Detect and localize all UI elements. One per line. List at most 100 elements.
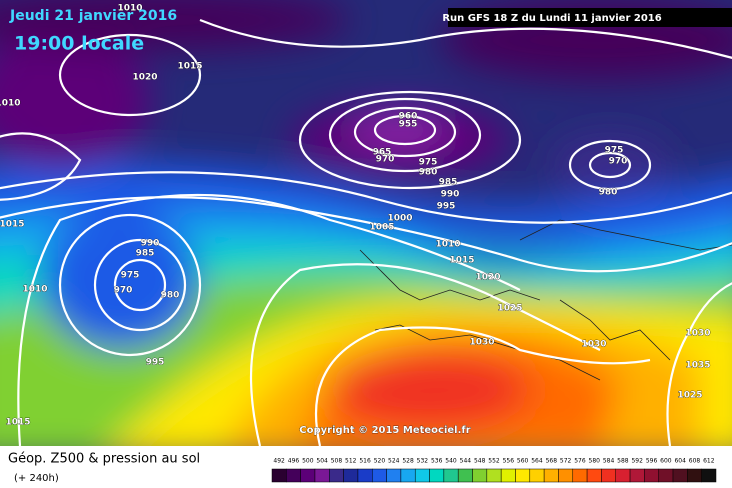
- color-scale: 492 496 500 504 508 512 516 520 524 528 532 536 540 5…: [271, 458, 717, 483]
- isobar-label: 975: [121, 271, 140, 281]
- scale-swatch: [658, 468, 674, 483]
- scale-label: 572: [560, 458, 572, 465]
- run-box: [448, 8, 732, 27]
- isobar-label: 1010: [0, 99, 21, 109]
- scale-label: 544: [460, 458, 472, 465]
- scale-label: 600: [660, 458, 672, 465]
- scale-label: 516: [359, 458, 371, 465]
- scale-label: 540: [445, 458, 457, 465]
- scale-swatch: [472, 468, 488, 483]
- isobar-label: 995: [146, 358, 165, 368]
- scale-label: 612: [703, 458, 715, 465]
- scale-swatch: [615, 468, 631, 483]
- scale-swatch: [343, 468, 359, 483]
- scale-swatch: [486, 468, 502, 483]
- scale-swatch: [672, 468, 688, 483]
- isobar-label: 970: [376, 155, 395, 165]
- scale-label: 512: [345, 458, 357, 465]
- scale-label: 596: [646, 458, 658, 465]
- scale-label: 608: [689, 458, 701, 465]
- isobar-label: 965: [373, 148, 392, 158]
- isobar-label: 1015: [0, 220, 25, 230]
- scale-swatch: [286, 468, 301, 483]
- scale-swatch: [300, 468, 316, 483]
- time: 19:00 locale: [14, 33, 144, 55]
- scale-label: 532: [417, 458, 429, 465]
- isobar-label: 1030: [581, 340, 606, 350]
- scale-swatch: [701, 468, 717, 483]
- isobar-label: 975: [419, 158, 438, 168]
- scale-label: 604: [674, 458, 686, 465]
- date: Jeudi 21 janvier 2016: [9, 8, 177, 24]
- footer-title: Géop. Z500 & pression au sol: [8, 452, 200, 467]
- scale-label: 496: [288, 458, 300, 465]
- scale-label: 556: [503, 458, 515, 465]
- scale-label: 552: [488, 458, 500, 465]
- scale-label: 580: [589, 458, 601, 465]
- scale-label: 548: [474, 458, 486, 465]
- scale-label: 576: [574, 458, 586, 465]
- scale-swatch: [400, 468, 416, 483]
- scale-swatch: [558, 468, 574, 483]
- scale-swatch: [529, 468, 545, 483]
- scale-swatch: [314, 468, 330, 483]
- scale-label: 508: [331, 458, 343, 465]
- isobar-label: 1035: [685, 361, 710, 371]
- scale-swatch: [414, 468, 430, 483]
- isobar-label: 1020: [475, 273, 500, 283]
- scale-swatch: [357, 468, 373, 483]
- scale-label: 536: [431, 458, 443, 465]
- copyright: Copyright © 2015 Meteociel.fr: [299, 425, 470, 436]
- scale-label: 568: [546, 458, 558, 465]
- run-info: Run GFS 18 Z du Lundi 11 janvier 2016: [442, 13, 661, 24]
- scale-swatch: [500, 468, 516, 483]
- isobar-label: 1015: [5, 418, 30, 428]
- isobar-label: 1010: [435, 240, 460, 250]
- scale-swatch: [629, 468, 645, 483]
- scale-swatch: [386, 468, 402, 483]
- scale-label: 520: [374, 458, 386, 465]
- scale-label: 564: [531, 458, 543, 465]
- scale-swatch: [687, 468, 702, 483]
- scale-swatch: [543, 468, 559, 483]
- scale-swatch: [601, 468, 616, 483]
- footer-subtitle: (+ 240h): [14, 473, 59, 484]
- isobar-label: 1010: [117, 4, 142, 14]
- isobar-label: 990: [441, 190, 460, 200]
- isobar-label: 1000: [387, 214, 412, 224]
- isobar-label: 1025: [497, 304, 522, 314]
- scale-swatch: [443, 468, 459, 483]
- isobar-label: 980: [419, 168, 438, 178]
- scale-label: 592: [631, 458, 643, 465]
- scale-swatch: [329, 468, 344, 483]
- scale-swatch: [271, 468, 287, 483]
- scale-label: 504: [316, 458, 328, 465]
- isobar-label: 1005: [369, 223, 394, 233]
- isobar-label: 1015: [177, 62, 202, 72]
- isobar-label: 980: [599, 188, 618, 198]
- isobar-label: 1010: [22, 285, 47, 295]
- scale-label: 528: [402, 458, 414, 465]
- scale-label: 560: [517, 458, 529, 465]
- isobar-label: 990: [141, 239, 160, 249]
- isobar-label: 1015: [449, 256, 474, 266]
- scale-swatch: [515, 468, 531, 483]
- scale-label: 492: [273, 458, 285, 465]
- isobar-label: 1025: [677, 391, 702, 401]
- isobar-label: 955: [399, 120, 418, 130]
- scale-label: 524: [388, 458, 400, 465]
- scale-label: 588: [617, 458, 629, 465]
- scale-swatch: [644, 468, 659, 483]
- isobar-label: 985: [439, 178, 458, 188]
- isobar-label: 985: [136, 249, 155, 259]
- scale-swatch: [372, 468, 387, 483]
- scale-swatch: [586, 468, 602, 483]
- scale-label: 500: [302, 458, 314, 465]
- isobar-label: 995: [437, 202, 456, 212]
- scale-swatch: [429, 468, 445, 483]
- isobar-label: 970: [609, 157, 628, 167]
- isobar-label: 1030: [685, 329, 710, 339]
- isobar-label: 980: [161, 291, 180, 301]
- scale-label: 584: [603, 458, 615, 465]
